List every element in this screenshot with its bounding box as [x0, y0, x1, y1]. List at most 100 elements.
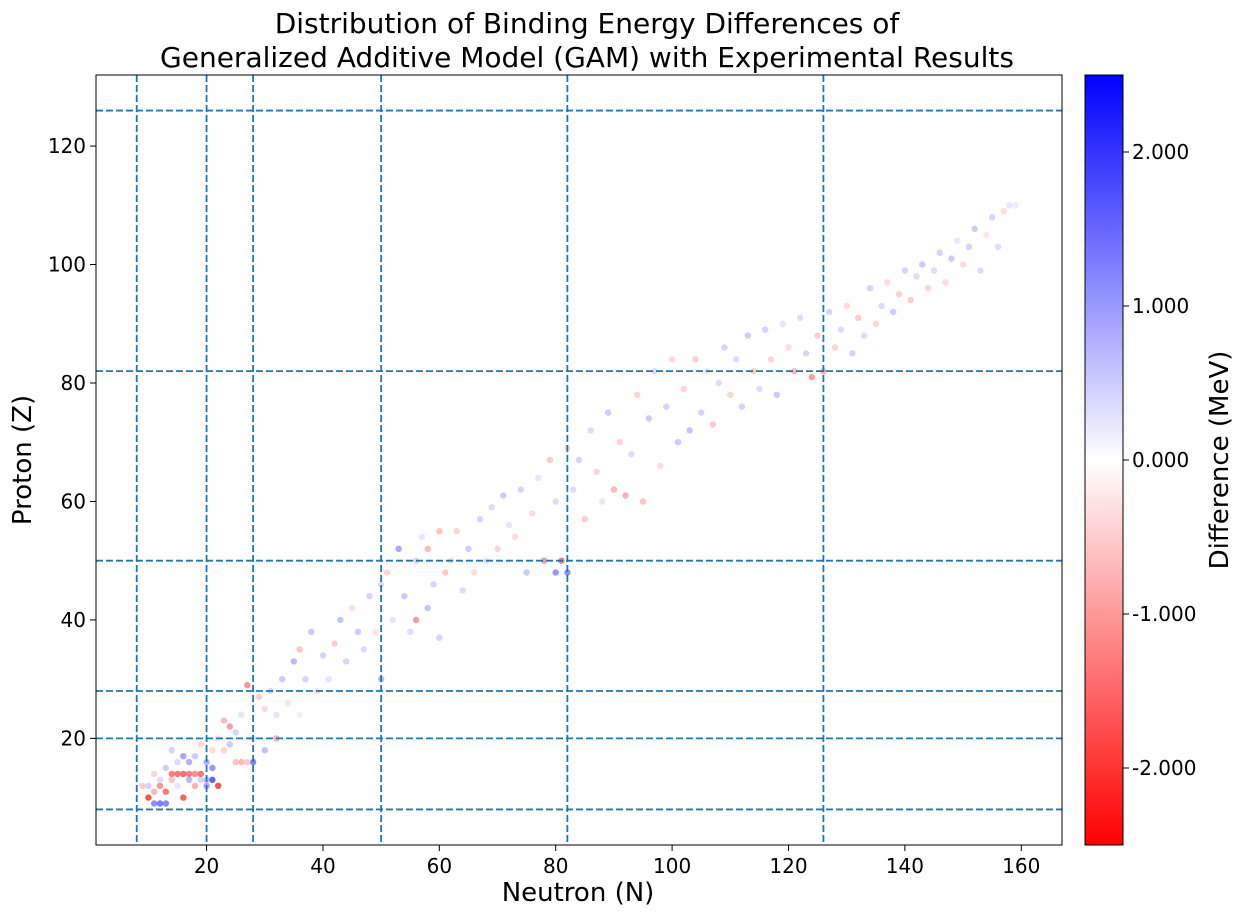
data-point: [989, 214, 996, 221]
data-point: [750, 368, 757, 375]
data-point: [488, 504, 495, 511]
data-point: [261, 705, 268, 712]
data-point: [430, 581, 437, 588]
data-point: [220, 717, 228, 724]
data-point: [901, 267, 909, 274]
magic-number-lines: [96, 75, 1062, 845]
data-point: [599, 498, 606, 505]
data-point: [692, 356, 699, 363]
data-point: [575, 456, 583, 464]
data-point: [296, 646, 303, 653]
data-point: [1006, 202, 1013, 209]
data-point: [418, 533, 426, 541]
x-tick-label: 80: [543, 854, 568, 878]
colorbar-tick-label: 2.000: [1132, 140, 1189, 164]
data-point: [377, 581, 385, 588]
data-point: [587, 427, 594, 434]
data-point: [424, 545, 431, 552]
data-point: [139, 782, 146, 789]
data-point: [168, 770, 175, 778]
data-point: [348, 604, 356, 612]
x-tick-label: 20: [194, 854, 219, 878]
data-point: [942, 279, 949, 286]
x-axis-label: Neutron (N): [502, 878, 655, 908]
colorbar-tick-label: -1.000: [1132, 602, 1196, 626]
data-point: [145, 782, 152, 789]
data-point: [156, 782, 164, 789]
data-point: [360, 646, 367, 653]
data-point: [232, 758, 239, 766]
data-point: [354, 628, 362, 635]
data-point: [401, 593, 408, 600]
x-tick-label: 40: [310, 854, 335, 878]
data-point: [162, 800, 169, 807]
data-point: [651, 368, 658, 375]
data-point: [162, 788, 169, 795]
data-point: [511, 533, 519, 541]
data-point: [151, 788, 158, 795]
data-point: [238, 758, 245, 766]
data-point: [616, 439, 623, 446]
data-point: [634, 391, 641, 398]
data-point: [174, 758, 181, 766]
data-point: [709, 421, 716, 428]
data-point: [657, 462, 664, 470]
data-point: [471, 569, 478, 576]
data-point: [581, 516, 588, 523]
data-point: [151, 770, 158, 778]
data-point: [453, 527, 460, 535]
data-point: [395, 545, 402, 552]
y-tick-label: 100: [48, 253, 86, 277]
data-point: [668, 356, 676, 363]
y-tick-label: 40: [61, 608, 86, 632]
data-point: [442, 569, 449, 576]
data-point: [220, 747, 228, 754]
data-point: [506, 522, 513, 529]
data-point: [255, 693, 263, 701]
data-point: [337, 616, 344, 624]
data-point: [383, 569, 391, 576]
data-point: [209, 776, 216, 783]
data-point: [191, 770, 199, 778]
data-point: [965, 243, 973, 250]
chart-title-line2: Generalized Additive Model (GAM) with Ex…: [160, 41, 1014, 74]
data-point: [168, 776, 175, 783]
data-point: [203, 758, 210, 766]
data-point: [593, 468, 600, 475]
data-point: [698, 409, 705, 416]
data-point: [459, 587, 466, 594]
colorbar-ticks: 2.000 1.000 0.000 -1.000 -2.000: [1123, 140, 1196, 780]
chart-title-line1: Distribution of Binding Energy Differenc…: [275, 7, 901, 40]
data-point: [145, 794, 152, 801]
data-point: [476, 516, 484, 523]
data-point: [215, 782, 222, 789]
data-point: [331, 640, 338, 647]
data-point: [919, 261, 926, 268]
data-point: [523, 569, 530, 576]
data-point: [907, 296, 914, 304]
data-point: [249, 758, 257, 766]
data-point: [983, 231, 990, 239]
data-point: [319, 652, 327, 659]
data-point: [284, 699, 292, 706]
data-point: [151, 800, 158, 807]
data-point: [866, 285, 874, 292]
data-point: [849, 350, 856, 357]
x-tick-label: 100: [653, 854, 691, 878]
data-point: [465, 545, 472, 552]
data-point: [372, 628, 379, 635]
data-point: [837, 326, 845, 333]
data-point: [209, 747, 216, 754]
data-point: [977, 267, 984, 274]
data-point: [855, 314, 862, 321]
data-point: [732, 356, 740, 363]
data-point: [744, 332, 751, 339]
data-point: [244, 758, 251, 766]
data-point: [762, 326, 769, 333]
plot-area: 20 40 60 80 100 120 140 160 20 40 60 80 100 120: [48, 74, 1063, 878]
data-point: [895, 291, 903, 298]
data-point: [936, 249, 943, 256]
data-point: [610, 486, 618, 493]
data-point: [412, 616, 420, 624]
